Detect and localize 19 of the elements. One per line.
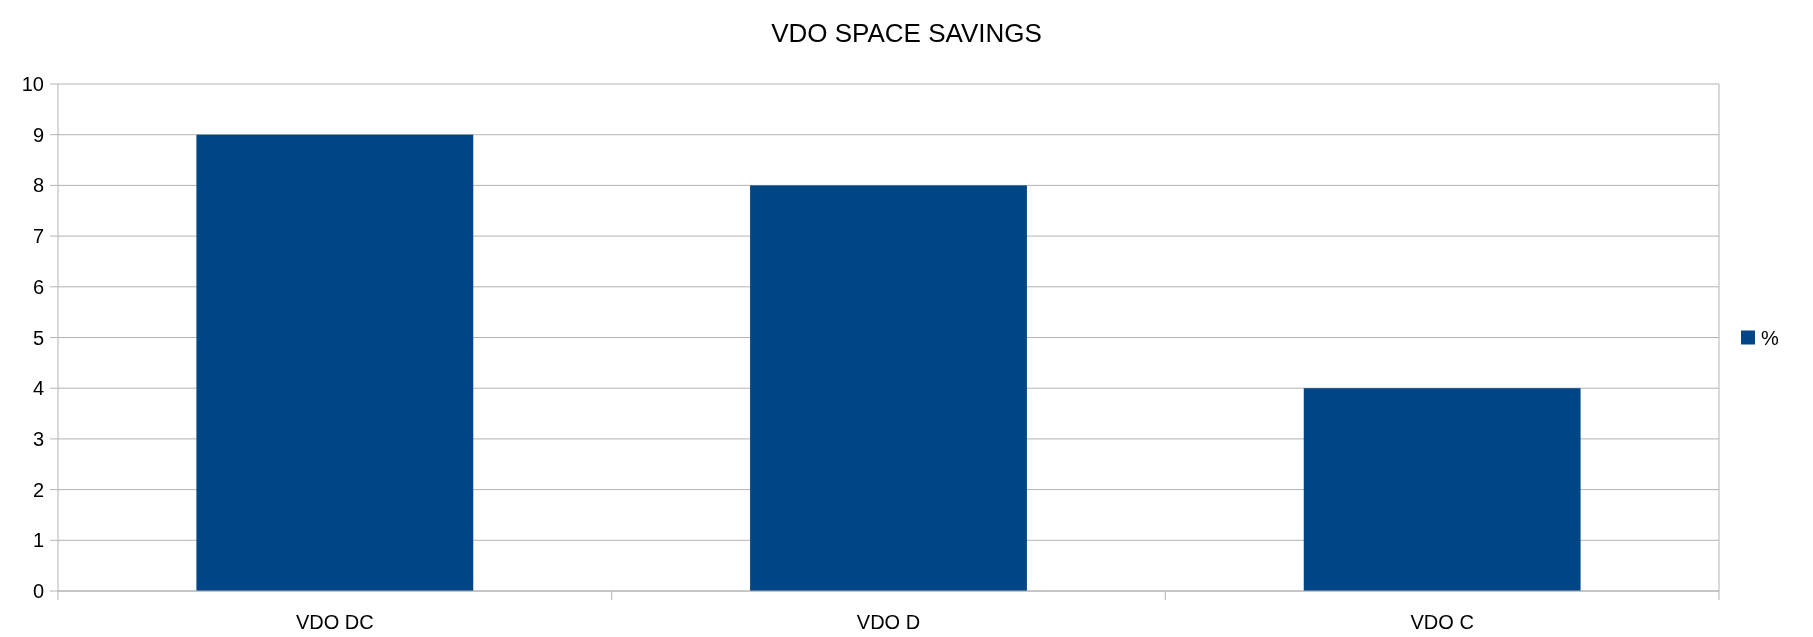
- y-tick-label: 3: [32, 427, 44, 450]
- y-tick-label: 4: [32, 377, 44, 400]
- y-tick-label: 7: [32, 225, 44, 248]
- legend-label: %: [1761, 326, 1779, 349]
- y-tick-label: 2: [32, 478, 44, 501]
- y-tick-label: 6: [32, 275, 44, 298]
- bar: [1303, 388, 1581, 591]
- y-tick-label: 9: [32, 123, 44, 146]
- bar: [750, 185, 1027, 591]
- x-tick-label: VDO C: [1410, 611, 1474, 633]
- x-tick-label: VDO DC: [295, 611, 374, 633]
- y-tick-label: 8: [32, 174, 44, 197]
- x-tick-label: VDO D: [856, 611, 921, 633]
- y-tick-label: 10: [21, 73, 44, 95]
- bar: [196, 134, 474, 591]
- y-tick-label: 5: [32, 326, 44, 349]
- y-tick-label: 0: [32, 580, 44, 602]
- y-tick-label: 1: [32, 529, 44, 552]
- chart-title: VDO SPACE SAVINGS: [771, 18, 1042, 48]
